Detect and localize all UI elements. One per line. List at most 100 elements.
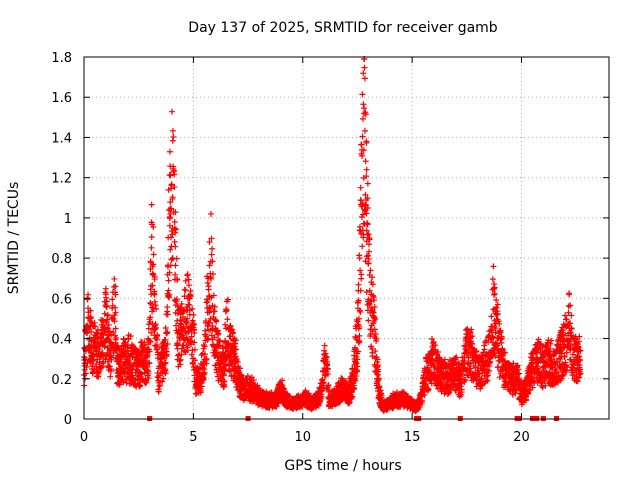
grid-lines	[84, 57, 609, 419]
data-point	[201, 351, 208, 358]
data-point	[94, 326, 101, 333]
data-point	[150, 251, 157, 258]
data-point	[107, 368, 114, 375]
data-point	[108, 354, 115, 361]
data-point	[103, 298, 110, 305]
y-tick-label: 0.4	[51, 333, 72, 348]
data-point	[137, 370, 144, 377]
data-point	[148, 234, 155, 241]
data-point	[489, 276, 496, 283]
data-point	[356, 255, 363, 262]
data-point	[160, 375, 167, 382]
data-point	[104, 316, 111, 323]
data-point	[122, 339, 129, 346]
data-point	[208, 275, 215, 282]
data-point	[178, 321, 185, 328]
data-point	[112, 283, 119, 290]
data-point	[148, 201, 155, 208]
data-point	[151, 291, 158, 298]
x-tick-label: 5	[189, 430, 197, 445]
data-point	[110, 329, 117, 336]
data-point	[172, 209, 179, 216]
data-point	[162, 337, 169, 344]
data-point	[359, 243, 366, 250]
data-point	[147, 339, 154, 346]
data-point	[191, 329, 198, 336]
data-point	[222, 366, 229, 373]
data-point	[201, 343, 208, 350]
data-point	[85, 291, 92, 298]
x-tick-label: 15	[404, 430, 421, 445]
data-point	[358, 275, 365, 282]
data-point	[355, 281, 362, 288]
data-point	[112, 309, 119, 316]
data-point	[171, 238, 178, 245]
data-point	[224, 296, 231, 303]
data-point	[190, 311, 197, 318]
data-point	[142, 378, 149, 385]
y-tick-label: 1.6	[51, 91, 72, 106]
data-point	[203, 360, 210, 367]
data-point	[364, 221, 371, 228]
data-point	[363, 166, 370, 173]
data-point	[209, 245, 216, 252]
data-point	[201, 369, 208, 376]
data-point	[88, 328, 95, 335]
data-point	[151, 298, 158, 305]
data-point	[357, 184, 364, 191]
data-point	[165, 287, 172, 294]
data-point	[204, 298, 211, 305]
data-point	[360, 70, 367, 77]
data-point	[164, 292, 171, 299]
data-point	[172, 271, 179, 278]
data-point	[189, 305, 196, 312]
data-point	[185, 276, 192, 283]
data-point	[191, 339, 198, 346]
data-point	[153, 324, 160, 331]
data-point	[146, 360, 153, 367]
y-axis-label: SRMTID / TECUs	[6, 182, 22, 295]
data-point	[177, 356, 184, 363]
data-point	[164, 263, 171, 270]
data-point	[490, 263, 497, 270]
data-point	[153, 305, 160, 312]
data-point	[147, 258, 154, 265]
data-point	[216, 337, 223, 344]
data-point	[362, 158, 369, 165]
data-point	[111, 318, 118, 325]
data-point	[162, 342, 169, 349]
data-point	[191, 346, 198, 353]
data-point	[112, 325, 119, 332]
data-point	[182, 277, 189, 284]
data-point	[185, 282, 192, 289]
data-point	[206, 262, 213, 269]
data-point	[145, 368, 152, 375]
data-point	[188, 333, 195, 340]
data-point	[215, 330, 222, 337]
data-point	[360, 101, 367, 108]
data-point	[567, 356, 574, 363]
data-point	[165, 277, 172, 284]
data-point	[167, 210, 174, 217]
data-point	[189, 360, 196, 367]
data-point	[210, 270, 217, 277]
data-point	[156, 382, 163, 389]
data-point	[146, 348, 153, 355]
data-point	[188, 341, 195, 348]
data-point	[164, 304, 171, 311]
data-point	[162, 370, 169, 377]
data-point	[365, 252, 372, 259]
data-point	[170, 163, 177, 170]
data-point	[211, 303, 218, 310]
data-point	[236, 365, 243, 372]
data-point	[159, 361, 166, 368]
data-point	[232, 337, 239, 344]
data-point	[198, 383, 205, 390]
data-point	[221, 378, 228, 385]
data-point	[174, 276, 181, 283]
data-point	[162, 359, 169, 366]
data-point	[102, 329, 109, 336]
data-point	[163, 351, 170, 358]
data-point	[361, 75, 368, 82]
